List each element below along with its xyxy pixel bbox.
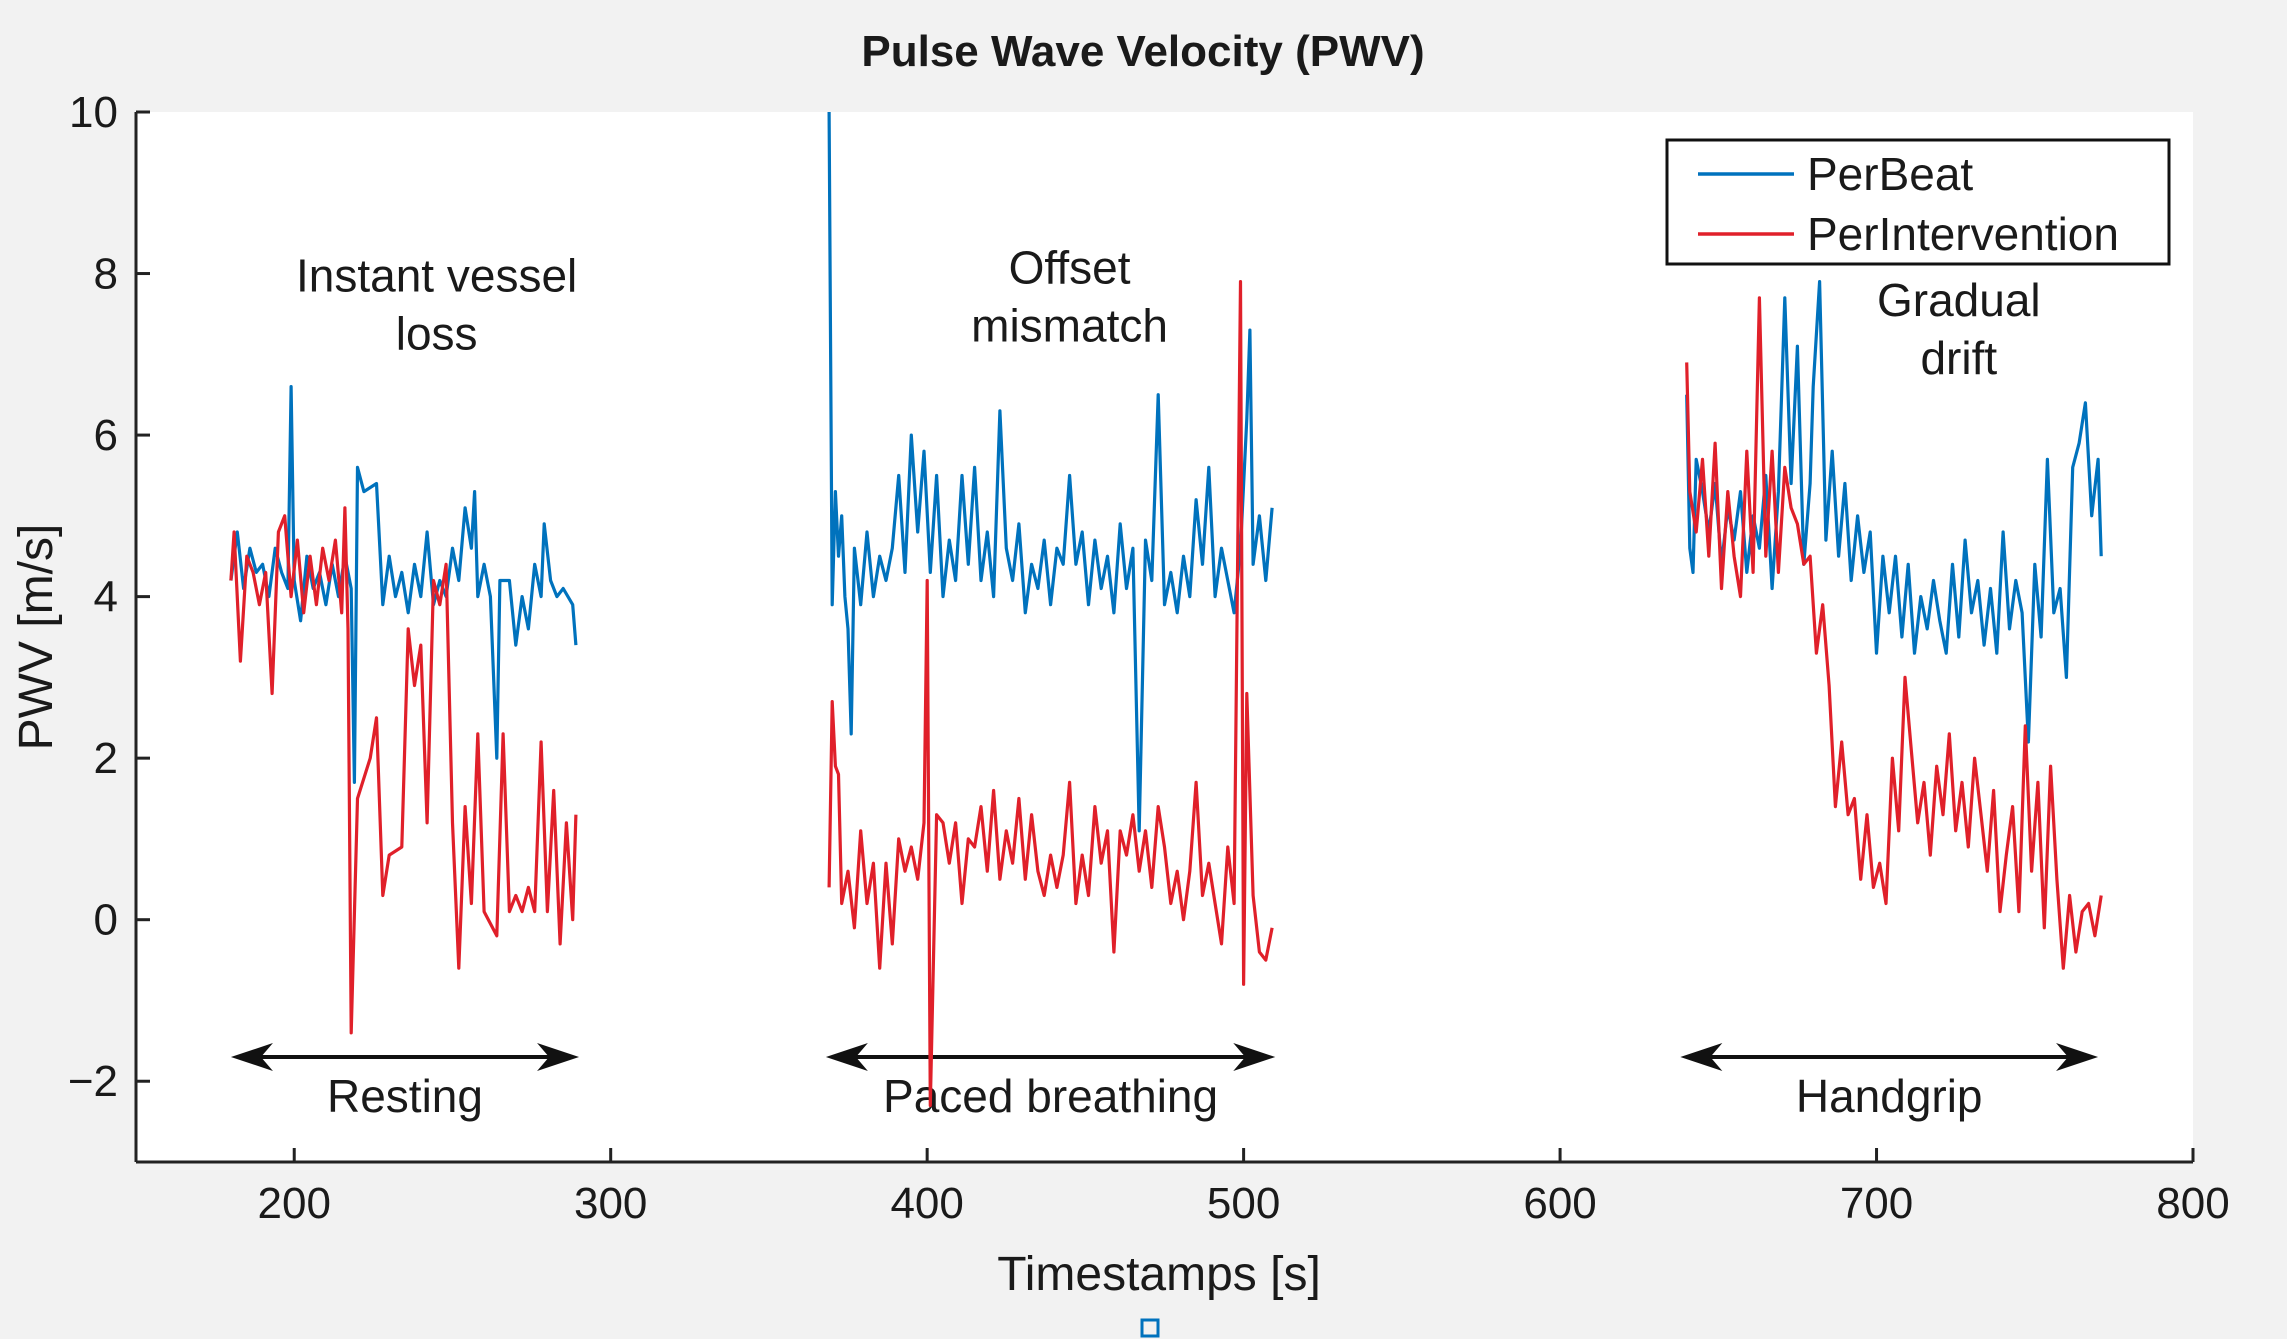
y-tick-label: 0 xyxy=(94,896,118,945)
y-tick-label: −2 xyxy=(68,1057,118,1106)
plot-area: Resting Paced breathing Handgrip Instant v… xyxy=(229,111,2103,1122)
arrow-left-icon xyxy=(825,1043,868,1071)
legend-label: PerIntervention xyxy=(1807,208,2119,260)
series-line-perintervention xyxy=(827,280,1274,1108)
x-tick-label: 800 xyxy=(2156,1179,2229,1228)
arrow-right-icon xyxy=(1233,1043,1276,1071)
anchor-marker-icon xyxy=(1140,1318,1160,1338)
annotation-offset-line: mismatch xyxy=(971,299,1168,351)
interval-label-resting: Resting xyxy=(327,1070,483,1122)
chart-title: Pulse Wave Velocity (PWV) xyxy=(861,27,1424,76)
annotation-drift-line: drift xyxy=(1920,332,1997,384)
series-line-perbeat xyxy=(827,111,1274,833)
annotations: Instant vessel loss Offset mismatch Gradual d… xyxy=(296,241,2041,383)
series-lines xyxy=(229,111,2103,1108)
x-tick-label: 500 xyxy=(1207,1179,1280,1228)
x-ticks: 200 300 400 500 600 700 800 xyxy=(258,1148,2230,1228)
y-tick-label: 6 xyxy=(94,411,118,460)
annotation-offset-line: Offset xyxy=(1009,241,1131,293)
annotation-instant-line: loss xyxy=(396,308,478,360)
arrow-left-icon xyxy=(1680,1043,1723,1071)
annotation-drift-line: Gradual xyxy=(1877,274,2041,326)
arrow-left-icon xyxy=(230,1043,273,1071)
y-axis-label: PWV [m/s] xyxy=(10,524,63,751)
y-ticks: −2 0 2 4 6 8 10 xyxy=(68,88,150,1106)
y-tick-label: 10 xyxy=(69,88,118,137)
arrow-right-icon xyxy=(2056,1043,2099,1071)
legend-box xyxy=(1665,138,2171,266)
y-tick-label: 8 xyxy=(94,250,118,299)
x-tick-label: 700 xyxy=(1840,1179,1913,1228)
series-line-perbeat xyxy=(229,385,578,784)
series-line-perintervention xyxy=(229,506,578,1035)
interval-label-handgrip: Handgrip xyxy=(1796,1070,1983,1122)
y-tick-label: 4 xyxy=(94,573,118,622)
series-line-perintervention xyxy=(1685,296,2103,970)
x-tick-label: 200 xyxy=(258,1179,331,1228)
series-line-perbeat xyxy=(1685,280,2103,744)
plot-background xyxy=(136,112,2193,1162)
interval-label-paced: Paced breathing xyxy=(883,1070,1218,1122)
annotation-instant-line: Instant vessel xyxy=(296,250,577,302)
legend-label: PerBeat xyxy=(1807,148,1973,200)
x-tick-label: 600 xyxy=(1523,1179,1596,1228)
x-tick-label: 300 xyxy=(574,1179,647,1228)
axes: 200 300 400 500 600 700 800 −2 0 2 4 6 8 10 xyxy=(68,88,2230,1228)
y-tick-label: 2 xyxy=(94,734,118,783)
legend: PerBeat PerIntervention xyxy=(1665,138,2171,266)
interval-arrows: Resting Paced breathing Handgrip xyxy=(230,1043,2099,1122)
x-tick-label: 400 xyxy=(890,1179,963,1228)
x-axis-label: Timestamps [s] xyxy=(997,1248,1321,1301)
arrow-right-icon xyxy=(537,1043,580,1071)
